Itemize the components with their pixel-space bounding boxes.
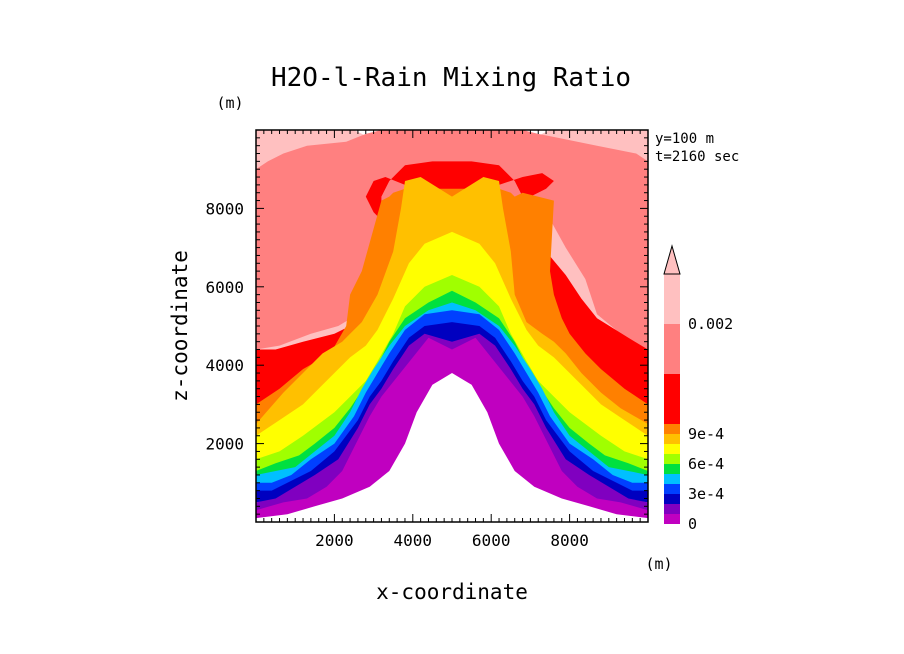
x-tick-label: 6000 xyxy=(472,531,511,550)
colorbar-label: 9e-4 xyxy=(688,425,724,443)
y-axis-unit: (m) xyxy=(216,94,243,112)
colorbar-label: 0.002 xyxy=(688,315,733,333)
colorbar-segment xyxy=(664,324,680,374)
y-tick-label: 2000 xyxy=(205,435,244,454)
info-time: t=2160 sec xyxy=(655,149,739,165)
y-tick-label: 6000 xyxy=(205,278,244,297)
colorbar-label: 3e-4 xyxy=(688,485,724,503)
colorbar-segment xyxy=(664,274,680,324)
colorbar: 0 3e-4 6e-4 9e-4 0.002 xyxy=(663,244,733,533)
chart-title: H2O-l-Rain Mixing Ratio xyxy=(271,63,631,93)
contour-field xyxy=(256,130,648,519)
colorbar-segment xyxy=(664,444,680,454)
y-tick-label: 4000 xyxy=(205,356,244,375)
x-axis-label: x-coordinate xyxy=(376,580,528,604)
colorbar-segment xyxy=(664,494,680,504)
colorbar-segment xyxy=(664,514,680,524)
colorbar-label: 0 xyxy=(688,515,697,533)
colorbar-segment xyxy=(664,504,680,514)
x-axis-unit: (m) xyxy=(645,555,672,573)
x-tick-label: 8000 xyxy=(550,531,589,550)
y-tick-label: 8000 xyxy=(205,199,244,218)
info-y-position: y=100 m xyxy=(655,131,714,147)
colorbar-segment xyxy=(664,464,680,474)
colorbar-extend-arrow xyxy=(663,244,681,275)
colorbar-segment xyxy=(664,424,680,434)
colorbar-segment xyxy=(664,484,680,494)
y-axis-label: z-coordinate xyxy=(168,250,192,402)
x-tick-label: 2000 xyxy=(315,531,354,550)
contour-region-12 xyxy=(256,337,648,519)
colorbar-segment xyxy=(664,374,680,424)
colorbar-segment xyxy=(664,434,680,444)
x-tick-label: 4000 xyxy=(394,531,433,550)
colorbar-segment xyxy=(664,454,680,464)
colorbar-segment xyxy=(664,474,680,484)
colorbar-label: 6e-4 xyxy=(688,455,724,473)
axes: 2000 4000 6000 8000 2000 4000 6000 8000 xyxy=(205,130,648,550)
